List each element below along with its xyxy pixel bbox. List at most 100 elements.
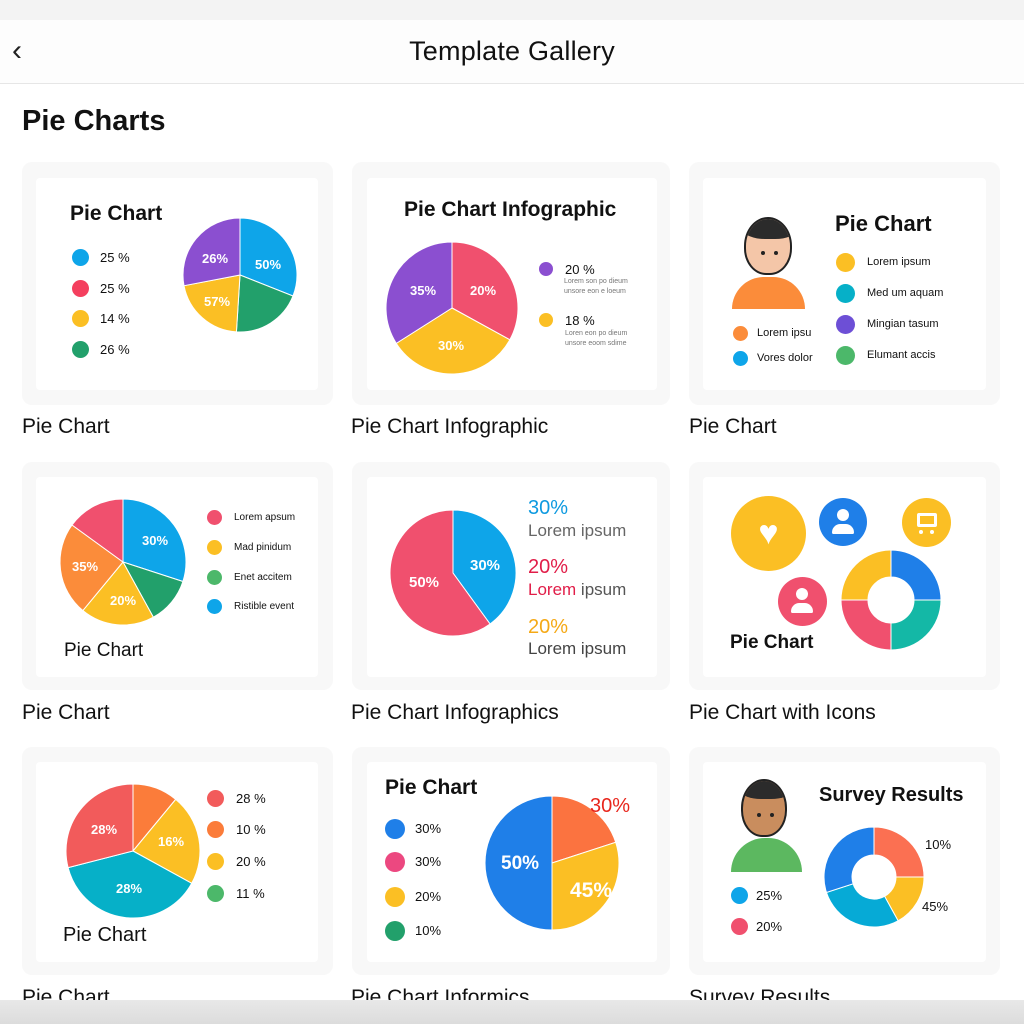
pie-slice (122, 498, 187, 583)
legend-desc: Loren eon po dieum (565, 330, 628, 337)
stat-text: Lorem ipsum (528, 521, 627, 540)
pie-slice (59, 524, 124, 612)
legend-dot (207, 821, 224, 838)
legend-dot (207, 790, 224, 807)
pie-slice (182, 217, 241, 287)
page-title: Template Gallery (409, 36, 615, 66)
legend-desc: unsore eon e loeum (564, 288, 626, 295)
slice-label: 30% (438, 338, 465, 353)
legend-dot (731, 887, 748, 904)
legend-dot (731, 918, 748, 935)
pie-slice (82, 561, 155, 626)
legend-text: Enet accitem (234, 572, 292, 583)
pie-slice (183, 274, 241, 333)
legend-desc: unsore eoom sdime (565, 340, 627, 347)
pie-chart (59, 498, 187, 626)
legend-dot (207, 885, 224, 902)
heart-icon: ♥ (731, 496, 806, 571)
card-label[interactable]: Pie Chart (22, 701, 110, 724)
legend-text: 26 % (100, 342, 130, 357)
back-button[interactable]: ‹ (12, 36, 36, 68)
pie-slice (840, 599, 892, 651)
stat-value: 20% (528, 556, 569, 578)
pin-icon (385, 921, 405, 941)
legend-dot (72, 310, 89, 327)
section-title: Pie Charts (22, 105, 166, 137)
slice-label: 50% (409, 574, 440, 591)
legend-dot (72, 341, 89, 358)
legend-text: 30% (415, 821, 442, 836)
legend-text: Mad pinidum (234, 542, 292, 553)
header-bar (0, 20, 1024, 84)
legend-text: 28 % (236, 791, 266, 806)
donut-chart (823, 826, 925, 928)
legend-text: 25 % (100, 281, 130, 296)
stat-text: Lorem ipsum (528, 639, 627, 658)
legend-dot (836, 284, 855, 303)
pie-slice (451, 241, 519, 341)
legend-text: 25 % (100, 250, 130, 265)
legend-dot (72, 280, 89, 297)
legend-dot (207, 853, 224, 870)
card-label[interactable]: Pie Chart (689, 415, 777, 438)
legend-text: 10% (415, 923, 442, 938)
legend-text: 11 % (236, 886, 265, 901)
legend-text: Lorem ipsum (867, 256, 931, 268)
legend-text: 20 % (565, 262, 595, 277)
pie-slice (65, 783, 134, 869)
slice-label: 20% (470, 283, 497, 298)
pie-chart (389, 509, 517, 637)
pie-chart (65, 783, 201, 919)
avatar (741, 779, 787, 837)
pie-slice (551, 841, 620, 931)
legend-text: 20% (415, 889, 442, 904)
legend-dot (72, 249, 89, 266)
legend-text: Ristible event (234, 601, 295, 612)
donut-chart (840, 549, 942, 651)
slice-label: 35% (410, 283, 437, 298)
slice-label: 20% (110, 593, 137, 608)
legend-dot (836, 346, 855, 365)
pie-slice (71, 498, 124, 563)
slice-label: 50% (255, 257, 282, 272)
slice-label: 30% (470, 557, 501, 574)
legend-dot (539, 313, 553, 327)
stat-text-a: Lorem (528, 580, 577, 599)
thumb-title: Pie Chart (70, 202, 163, 225)
legend-text: 30% (415, 854, 442, 869)
slice-label: 26% (202, 251, 229, 266)
slice-label: 30% (142, 533, 169, 548)
slice-label: 45% (570, 879, 613, 902)
card-label[interactable]: Pie Chart Infographics (351, 701, 559, 724)
legend-dot (733, 351, 748, 366)
pie-slice (235, 274, 294, 333)
thumb-title: Pie Chart (385, 776, 478, 799)
bottom-bar (0, 1000, 1024, 1024)
pie-slice (873, 826, 925, 878)
legend-dot (836, 253, 855, 272)
legend-text: 14 % (100, 311, 130, 326)
stat-text: Lorem ipsum (528, 580, 626, 600)
legend-text: Mingian tasum (867, 318, 939, 330)
legend-text: 10 % (236, 822, 266, 837)
legend-dot (733, 326, 748, 341)
pie-chart (182, 217, 298, 333)
legend-text: Elumant accis (867, 349, 936, 361)
card-label[interactable]: Pie Chart Infographic (351, 415, 549, 438)
card-label[interactable]: Pie Chart with Icons (689, 701, 876, 724)
chevron-left-icon: ‹ (12, 34, 22, 67)
slice-label: 35% (72, 559, 99, 574)
pie-slice (452, 509, 517, 625)
slice-label: 30% (590, 795, 631, 817)
legend-dot (207, 510, 222, 525)
legend-text: Vores dolor (757, 352, 813, 364)
avatar (744, 217, 792, 275)
pin-icon (385, 852, 405, 872)
stat-value: 30% (528, 497, 569, 519)
pie-slice (385, 241, 453, 345)
thumb-title: Pie Chart (835, 211, 932, 236)
pie-slice (239, 217, 298, 297)
ring-label: 45% (922, 899, 949, 914)
card-label[interactable]: Pie Chart (22, 415, 110, 438)
thumb-title: Pie Chart (730, 632, 814, 653)
